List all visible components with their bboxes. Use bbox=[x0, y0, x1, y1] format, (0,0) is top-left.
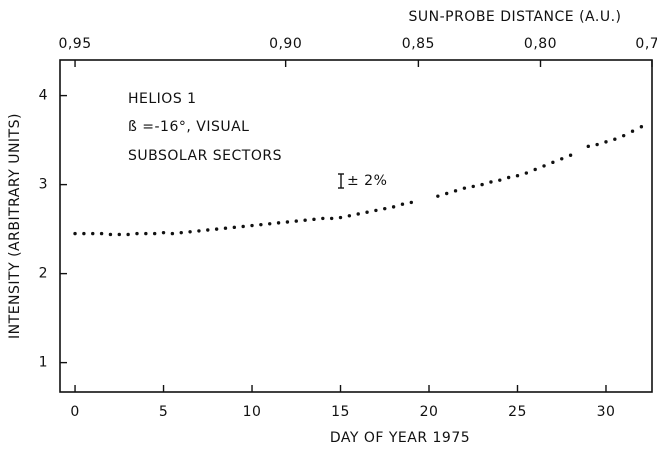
data-point bbox=[312, 217, 316, 222]
data-point bbox=[91, 231, 95, 236]
data-point bbox=[471, 184, 475, 189]
data-point bbox=[453, 189, 458, 193]
annotation: SUBSOLAR SECTORS bbox=[128, 148, 282, 164]
data-point bbox=[604, 140, 608, 144]
data-point bbox=[82, 231, 86, 236]
data-point bbox=[568, 153, 573, 157]
data-point bbox=[630, 129, 635, 133]
data-point bbox=[391, 205, 396, 209]
data-point bbox=[99, 231, 104, 236]
data-point bbox=[595, 142, 599, 147]
x2-tick-label: 0,90 bbox=[269, 36, 302, 52]
y-axis-label: INTENSITY (ARBITRARY UNITS) bbox=[7, 113, 23, 339]
data-point bbox=[303, 218, 307, 222]
data-point bbox=[232, 225, 237, 230]
data-point bbox=[126, 232, 130, 237]
plot-frame bbox=[59, 59, 653, 393]
y-tick-label: 2 bbox=[39, 266, 48, 282]
x2-axis-label: SUN-PROBE DISTANCE (A.U.) bbox=[408, 9, 621, 25]
data-point bbox=[409, 200, 414, 205]
data-point bbox=[542, 164, 546, 168]
annotation: HELIOS 1 bbox=[128, 91, 197, 107]
data-point bbox=[259, 222, 263, 227]
data-point bbox=[329, 216, 334, 221]
data-point bbox=[356, 212, 360, 216]
data-point bbox=[498, 178, 502, 182]
data-point bbox=[241, 224, 245, 229]
data-point bbox=[365, 210, 369, 214]
x2-tick-label: 0,80 bbox=[524, 36, 557, 52]
data-point bbox=[621, 133, 626, 138]
data-point bbox=[161, 230, 166, 235]
data-point bbox=[506, 175, 511, 180]
data-point bbox=[436, 194, 440, 198]
data-point bbox=[250, 223, 254, 228]
error-bar-symbol bbox=[338, 173, 344, 189]
x-tick-label: 25 bbox=[508, 404, 527, 420]
y-tick-label: 3 bbox=[39, 177, 48, 193]
x2-tick-label: 0,95 bbox=[58, 36, 91, 52]
annotation: ß =-16°, VISUAL bbox=[128, 119, 249, 135]
data-point bbox=[179, 230, 183, 235]
x2-tick-label: 0,85 bbox=[402, 36, 435, 52]
data-point bbox=[560, 157, 564, 161]
data-point bbox=[347, 214, 352, 218]
y-tick-label: 4 bbox=[39, 88, 48, 104]
data-point bbox=[524, 171, 529, 175]
x-tick-label: 10 bbox=[243, 404, 262, 420]
data-point bbox=[321, 216, 325, 221]
x-tick-label: 5 bbox=[159, 404, 168, 420]
data-point bbox=[480, 182, 484, 187]
data-point bbox=[383, 206, 387, 211]
data-point bbox=[223, 226, 228, 230]
data-point bbox=[285, 220, 290, 224]
data-point bbox=[613, 137, 617, 141]
data-point bbox=[214, 227, 219, 231]
data-point bbox=[170, 231, 175, 236]
data-point bbox=[197, 229, 201, 233]
data-point bbox=[586, 144, 590, 149]
x-tick-label: 0 bbox=[70, 404, 79, 420]
data-point bbox=[152, 231, 157, 236]
data-point bbox=[73, 231, 77, 236]
data-point bbox=[515, 174, 520, 178]
data-point bbox=[374, 208, 378, 213]
x-axis-label: DAY OF YEAR 1975 bbox=[330, 430, 470, 446]
data-point bbox=[135, 231, 139, 236]
data-point bbox=[188, 230, 192, 234]
y-tick-label: 1 bbox=[39, 355, 48, 371]
data-point bbox=[144, 231, 148, 236]
data-point bbox=[551, 160, 555, 165]
data-point bbox=[533, 167, 537, 172]
annotation: ± 2% bbox=[347, 173, 387, 189]
data-point bbox=[400, 202, 405, 206]
data-point bbox=[489, 180, 493, 184]
x-tick-label: 30 bbox=[597, 404, 616, 420]
data-point bbox=[206, 228, 210, 232]
x-tick-label: 20 bbox=[420, 404, 439, 420]
x-tick-label: 15 bbox=[331, 404, 350, 420]
data-point bbox=[294, 219, 298, 223]
data-point bbox=[108, 232, 113, 237]
data-point bbox=[276, 221, 281, 225]
data-point bbox=[117, 232, 121, 237]
data-point bbox=[268, 222, 272, 226]
data-point bbox=[338, 215, 343, 220]
data-point bbox=[639, 125, 644, 129]
data-point bbox=[445, 191, 449, 196]
data-point bbox=[462, 186, 467, 190]
x2-tick-label: 0,75 bbox=[635, 36, 657, 52]
